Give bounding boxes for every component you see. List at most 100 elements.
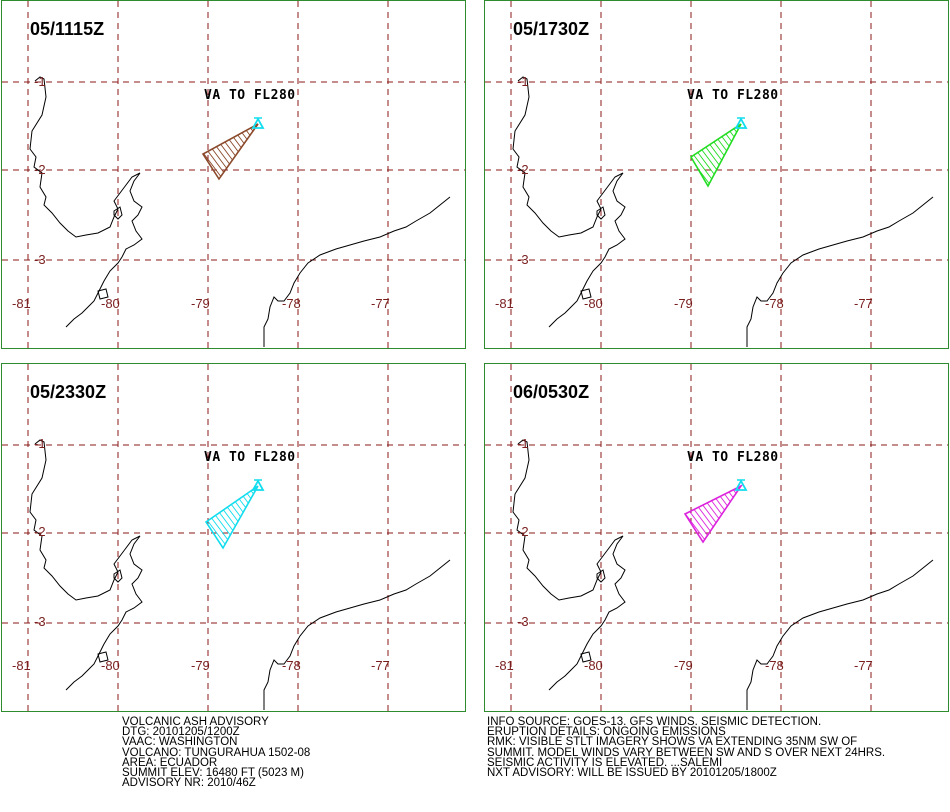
hatch-line	[783, 114, 843, 194]
volcano-marker-icon	[734, 479, 748, 491]
hatch-line	[685, 486, 700, 542]
advisory-line: ERUPTION DETAILS: ONGOING EMISSIONS	[487, 726, 726, 739]
hatch-line	[685, 486, 724, 542]
hatch-line	[288, 476, 348, 556]
lon-label-80: -80	[101, 296, 120, 311]
hatch-line	[691, 124, 718, 186]
hatch-line	[206, 486, 223, 548]
hatch-line	[783, 476, 843, 556]
coastline	[512, 76, 626, 328]
island-outline	[97, 288, 109, 300]
lon-label-80: -80	[584, 296, 603, 311]
hatch-line	[627, 114, 687, 194]
hatch-line	[777, 114, 837, 194]
map-panel-4: 06/0530Z VA TO FL280 -1 -2 -3 -81 -80 -7…	[484, 363, 949, 712]
lon-label-77: -77	[854, 296, 873, 311]
coastline	[512, 439, 626, 691]
hatch-line	[795, 476, 855, 556]
va-label: VA TO FL280	[204, 88, 296, 103]
hatch-line	[685, 486, 736, 542]
hatch-line	[276, 114, 336, 194]
hatch-line	[704, 486, 741, 542]
lon-label-81: -81	[495, 296, 514, 311]
hatch-line	[753, 114, 813, 194]
lon-label-79: -79	[674, 658, 693, 673]
advisory-details-text: INFO SOURCE: GOES-13. GFS WINDS. SEISMIC…	[487, 716, 885, 779]
advisory-line: AREA: ECUADOR	[122, 756, 218, 769]
lat-label-3: -3	[34, 614, 46, 629]
lon-label-81: -81	[12, 296, 31, 311]
hatch-line	[753, 476, 813, 556]
hatch-line	[227, 486, 258, 548]
hatch-line	[138, 114, 198, 194]
hatch-line	[710, 124, 741, 186]
border-line	[746, 559, 934, 710]
hatch-line	[233, 124, 258, 179]
hatch-line	[691, 124, 700, 186]
lon-label-78: -78	[282, 658, 301, 673]
hatch-line	[704, 124, 741, 186]
lon-label-80: -80	[101, 658, 120, 673]
hatch-line	[312, 476, 372, 556]
ash-cloud-polygon	[689, 123, 742, 188]
hatch-line	[685, 486, 730, 542]
panel-time: 06/0530Z	[513, 382, 590, 402]
volcano-marker-icon	[734, 117, 748, 129]
hatch-line	[777, 476, 837, 556]
panel-time: 05/1730Z	[513, 19, 590, 39]
va-label: VA TO FL280	[687, 88, 779, 103]
lat-label-2: -2	[34, 524, 46, 539]
border-line	[263, 559, 451, 710]
hatch-line	[203, 124, 247, 179]
hatch-line	[685, 486, 741, 542]
border-line	[263, 196, 451, 347]
lon-label-77: -77	[371, 296, 390, 311]
lat-label-1: -1	[34, 74, 46, 89]
hatch-line	[233, 486, 258, 548]
hatch-line	[685, 486, 706, 542]
lat-label-3: -3	[517, 614, 529, 629]
island-outline	[596, 569, 606, 583]
lon-label-77: -77	[854, 658, 873, 673]
lon-label-81: -81	[495, 658, 514, 673]
lat-label-1: -1	[517, 74, 529, 89]
hatch-line	[206, 486, 258, 548]
hatch-line	[203, 124, 241, 179]
hatch-line	[765, 476, 825, 556]
volcano-marker-icon	[251, 117, 265, 129]
advisory-line: VAAC: WASHINGTON	[122, 736, 238, 749]
hatch-line	[789, 476, 849, 556]
map-3	[2, 364, 465, 711]
advisory-line: SEISMIC ACTIVITY IS ELEVATED. ...SALEMI	[487, 756, 723, 769]
hatch-line	[203, 124, 217, 179]
advisory-line: ADVISORY NR: 2010/46Z	[122, 777, 256, 790]
hatch-line	[740, 486, 741, 542]
island-outline	[596, 206, 606, 220]
hatch-line	[203, 124, 211, 179]
map-2	[485, 1, 948, 348]
lon-label-78: -78	[765, 658, 784, 673]
lat-label-1: -1	[517, 436, 529, 451]
va-label: VA TO FL280	[687, 450, 779, 465]
hatch-line	[206, 486, 229, 548]
lon-label-79: -79	[674, 296, 693, 311]
advisory-line: SUMMIT ELEV: 16480 FT (5023 M)	[122, 767, 304, 780]
hatch-line	[294, 114, 354, 194]
hatch-line	[203, 124, 258, 179]
hatch-line	[264, 476, 324, 556]
hatch-line	[257, 486, 258, 548]
coastline	[29, 439, 143, 691]
border-line	[746, 196, 934, 347]
map-1	[2, 1, 465, 348]
map-panel-2: 05/1730Z VA TO FL280 -1 -2 -3 -81 -80 -7…	[484, 0, 949, 349]
hatch-line	[239, 486, 258, 548]
island-outline	[580, 651, 592, 663]
island-outline	[580, 288, 592, 300]
lat-label-2: -2	[34, 162, 46, 177]
advisory-line: VOLCANIC ASH ADVISORY	[122, 716, 269, 728]
lat-label-2: -2	[517, 524, 529, 539]
hatch-line	[203, 124, 229, 179]
lon-label-81: -81	[12, 658, 31, 673]
hatch-line	[300, 476, 360, 556]
lon-label-79: -79	[191, 296, 210, 311]
